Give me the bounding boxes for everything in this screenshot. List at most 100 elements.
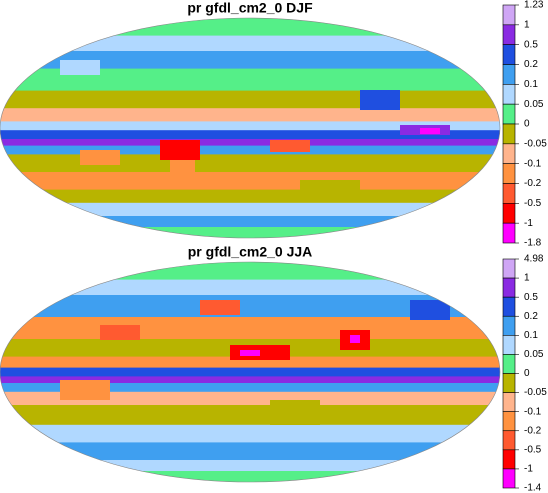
precip-band [0,356,500,369]
colorbar-label: -1.8 [524,238,542,249]
colorbar-label: 1.23 [524,0,544,11]
colorbar-label: -0.2 [524,178,542,189]
colorbar-box [502,258,516,279]
precip-band [0,376,500,384]
colorbar-box [502,392,516,412]
precip-band [0,405,500,426]
colorbar-label: -0.1 [524,158,542,169]
precip-band [0,279,500,296]
colorbar-label: -1 [524,218,533,229]
colorbar-label: 0.2 [524,59,538,70]
colorbar-box [502,373,516,393]
precip-band [0,317,500,340]
colorbar-box [502,163,516,184]
precip-band [0,383,500,393]
precip-blob [60,380,110,400]
precip-blob [270,400,320,425]
precip-band [0,471,500,482]
precip-band [0,154,500,173]
precip-blob [350,335,360,343]
colorbar-box [502,411,516,432]
precip-band [0,108,500,122]
colorbar-label: -1.4 [524,483,542,493]
precip-blob [170,160,195,175]
precip-blob [420,128,440,134]
map-field [0,18,500,238]
colorbar-label: 1 [524,19,530,30]
precip-band [0,442,500,461]
precip-band [0,227,500,238]
precip-blob [100,325,140,340]
colorbar-box [502,315,516,336]
colorbar-box [502,354,516,374]
colorbar-label: -0.5 [524,198,542,209]
colorbar-box [502,222,516,244]
precip-blob [300,180,360,200]
colorbar-label: -1 [524,464,533,475]
precip-band [0,35,500,52]
colorbar-box [502,183,516,204]
colorbar-label: 0.5 [524,292,538,303]
precip-blob [410,300,450,320]
colorbar-label: 0.05 [524,99,544,110]
precip-band [0,139,500,147]
precip-band [0,262,500,281]
map-outline [0,17,501,239]
colorbar-label: 1 [524,273,530,284]
colorbar-box [502,123,516,145]
colorbar-box [502,203,516,224]
colorbar-box [502,44,516,65]
colorbar-label: 4.98 [524,254,544,265]
precip-band [0,424,500,443]
colorbar-box [502,84,516,105]
precip-blob [360,90,400,110]
colorbar-box [502,277,516,298]
precip-band [0,460,500,472]
precip-blob [80,150,120,165]
map-field [0,262,500,482]
colorbar-label: 0.1 [524,79,538,90]
map-title: pr gfdl_cm2_0 JJA [188,244,313,260]
colorbar-box [502,4,516,26]
precip-band [0,172,500,191]
precip-blob [200,300,240,315]
colorbar-label: 0.5 [524,39,538,50]
colorbar-label: 0.2 [524,311,538,322]
precip-band [0,68,500,92]
precip-band [0,130,500,140]
colorbar-label: 0.05 [524,349,544,360]
colorbar-label: -0.1 [524,406,542,417]
colorbar-box [502,296,516,317]
precip-blob [240,350,260,356]
colorbar-label: 0 [524,368,530,379]
precip-blob [270,140,310,152]
precip-band [0,121,500,131]
precip-band [0,216,500,228]
precip-band [0,391,500,406]
colorbar-box [502,24,516,45]
colorbar-box [502,335,516,355]
colorbar-label: -0.05 [524,138,547,149]
map-outline [0,261,501,483]
colorbar-box [502,468,516,489]
colorbar-box [502,449,516,470]
precip-band [0,145,500,155]
precip-band [0,90,500,109]
colorbar-box [502,64,516,85]
colorbar-label: 0.1 [524,330,538,341]
map-title: pr gfdl_cm2_0 DJF [187,0,313,16]
colorbar-box [502,143,516,164]
precip-band [0,367,500,377]
precip-band [0,18,500,37]
colorbar-label: 0 [524,119,530,130]
colorbar-label: -0.05 [524,387,547,398]
colorbar-box [502,430,516,451]
colorbar-label: -0.2 [524,425,542,436]
precip-band [0,51,500,70]
precip-blob [60,60,100,75]
precip-blob [160,140,200,160]
precip-band [0,189,500,204]
colorbar-box [502,103,516,125]
colorbar-label: -0.5 [524,444,542,455]
